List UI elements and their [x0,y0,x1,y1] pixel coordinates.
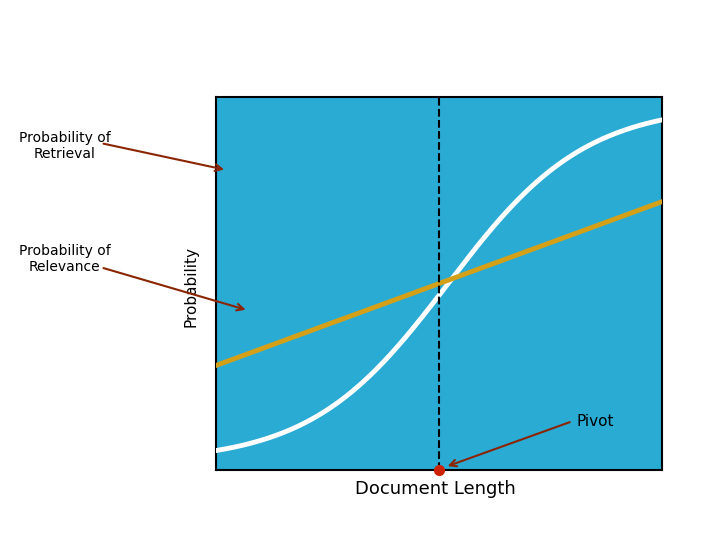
Text: Probability of
Relevance: Probability of Relevance [19,244,111,274]
Text: Document Length: Document Length [355,480,516,498]
Text: Probability: Probability [184,246,198,327]
Text: IS 240 – Spring 2011: IS 240 – Spring 2011 [22,515,151,528]
Text: Pivoted Normalization: Pivoted Normalization [22,25,508,64]
Text: 2011.02.09 - SLIDE 46: 2011.02.09 - SLIDE 46 [559,515,698,528]
Text: Probability of
Retrieval: Probability of Retrieval [19,131,111,161]
Text: Pivot: Pivot [576,414,613,429]
